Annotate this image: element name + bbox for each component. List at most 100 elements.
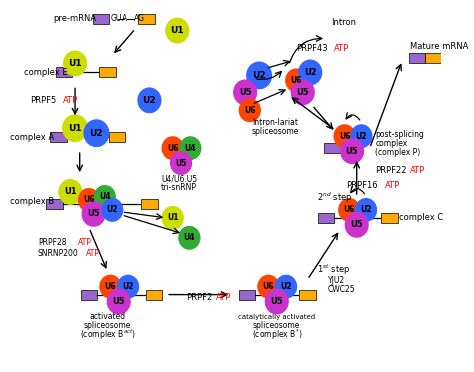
Text: U2: U2	[360, 205, 372, 214]
Circle shape	[83, 119, 109, 147]
Text: spliceosome: spliceosome	[251, 127, 299, 136]
Circle shape	[345, 212, 369, 238]
Text: complex B: complex B	[10, 198, 54, 206]
Text: AG: AG	[134, 14, 145, 23]
Bar	[109, 132, 125, 142]
Text: SNRNP200: SNRNP200	[38, 249, 79, 258]
Text: GU: GU	[110, 14, 122, 23]
Circle shape	[162, 206, 184, 230]
Circle shape	[238, 98, 261, 122]
Text: U2: U2	[143, 96, 156, 105]
Text: pre-mRNA: pre-mRNA	[54, 14, 97, 23]
Bar	[141, 199, 158, 209]
Bar	[409, 54, 426, 64]
Text: ATP: ATP	[410, 166, 425, 174]
Circle shape	[165, 17, 190, 44]
Circle shape	[291, 79, 315, 105]
Circle shape	[264, 289, 289, 314]
Text: U4: U4	[184, 144, 196, 153]
Text: U5: U5	[239, 88, 252, 97]
Text: U5: U5	[87, 209, 100, 218]
Text: U4: U4	[99, 192, 110, 202]
Circle shape	[94, 185, 116, 209]
Text: 2$^{nd}$ step: 2$^{nd}$ step	[317, 191, 352, 205]
Circle shape	[78, 188, 100, 212]
Text: post-splicing: post-splicing	[375, 130, 424, 139]
Text: U5: U5	[271, 297, 283, 306]
Bar	[318, 213, 334, 223]
Text: U2: U2	[356, 132, 367, 141]
Text: U1: U1	[68, 124, 82, 133]
Text: ATP: ATP	[63, 96, 78, 105]
Text: U2: U2	[122, 282, 134, 291]
Text: U5: U5	[175, 158, 187, 167]
Text: ATP: ATP	[384, 180, 400, 189]
Bar	[138, 14, 155, 23]
Circle shape	[82, 201, 106, 227]
Text: CWC25: CWC25	[328, 285, 356, 294]
Text: U5: U5	[112, 297, 125, 306]
Circle shape	[275, 275, 297, 299]
Text: U1: U1	[167, 214, 178, 222]
Text: U2: U2	[304, 68, 317, 77]
Circle shape	[350, 124, 373, 148]
Text: Mature mRNA: Mature mRNA	[410, 42, 468, 51]
Text: YJU2: YJU2	[328, 276, 345, 285]
Circle shape	[178, 226, 201, 250]
Circle shape	[338, 198, 360, 222]
Text: complex E: complex E	[24, 68, 68, 77]
Bar	[381, 213, 398, 223]
Text: PRPF28: PRPF28	[38, 238, 66, 247]
Bar	[324, 143, 341, 153]
Bar	[426, 54, 442, 64]
Bar	[146, 290, 163, 299]
Text: U6: U6	[167, 144, 178, 153]
Text: spliceosome: spliceosome	[253, 321, 301, 330]
Text: (complex B$^{act}$): (complex B$^{act}$)	[80, 327, 136, 341]
Circle shape	[298, 60, 322, 86]
Text: A: A	[122, 14, 127, 23]
Text: PRPF22: PRPF22	[375, 166, 407, 174]
Text: Intron: Intron	[331, 18, 356, 27]
Text: U6: U6	[83, 195, 95, 205]
Text: U5: U5	[296, 88, 309, 97]
Bar	[46, 199, 63, 209]
Circle shape	[63, 51, 87, 76]
Circle shape	[58, 179, 82, 205]
Text: PRPF43: PRPF43	[296, 44, 328, 53]
Text: (complex P): (complex P)	[375, 148, 420, 157]
Circle shape	[117, 275, 139, 299]
Text: U4: U4	[183, 233, 195, 242]
Circle shape	[179, 136, 201, 160]
Circle shape	[233, 79, 257, 105]
Text: U6: U6	[105, 282, 116, 291]
Circle shape	[246, 61, 272, 89]
Text: 1$^{st}$ step: 1$^{st}$ step	[317, 263, 350, 277]
Text: PRPF16: PRPF16	[346, 180, 378, 189]
Text: U1: U1	[64, 187, 77, 196]
Text: U1: U1	[171, 26, 184, 35]
Text: ATP: ATP	[333, 44, 349, 53]
Text: U5: U5	[346, 147, 358, 155]
Bar	[55, 67, 72, 77]
Text: U6: U6	[244, 106, 255, 115]
Circle shape	[101, 198, 123, 222]
Text: activated: activated	[90, 312, 126, 321]
Text: U6: U6	[344, 205, 355, 214]
Text: U2: U2	[90, 129, 103, 138]
Text: U6: U6	[291, 76, 302, 85]
Text: ATP: ATP	[216, 293, 232, 302]
Circle shape	[62, 114, 88, 142]
Text: ATP: ATP	[78, 238, 91, 247]
Circle shape	[170, 151, 192, 175]
Text: PRPF5: PRPF5	[30, 96, 57, 105]
Text: complex: complex	[375, 139, 408, 148]
Text: complex C: complex C	[399, 214, 443, 222]
Bar	[238, 290, 255, 299]
Bar	[99, 67, 116, 77]
Text: U6: U6	[339, 132, 350, 141]
Text: Intron-lariat: Intron-lariat	[252, 118, 298, 127]
Circle shape	[333, 124, 356, 148]
Circle shape	[355, 198, 377, 222]
Text: U2: U2	[252, 71, 266, 80]
